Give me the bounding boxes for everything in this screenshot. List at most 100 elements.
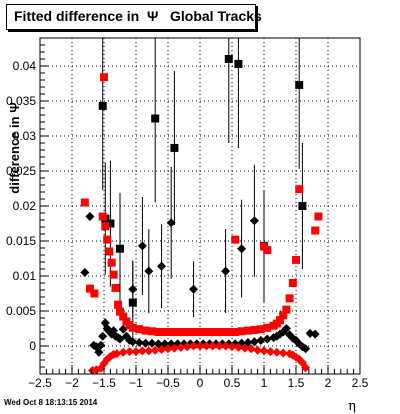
data-point (157, 345, 167, 354)
data-point (192, 328, 201, 336)
data-point (166, 218, 176, 228)
chart-title: Fitted difference in Ψ Global Tracks (14, 8, 262, 24)
chart-title-box: Fitted difference in Ψ Global Tracks (6, 4, 262, 30)
data-point (279, 311, 288, 320)
data-point (154, 328, 163, 336)
data-point (256, 325, 265, 334)
data-point (295, 80, 304, 89)
data-point (214, 341, 224, 351)
data-point (250, 325, 259, 334)
data-point (134, 338, 144, 347)
data-point (85, 212, 95, 221)
data-point (107, 258, 116, 267)
data-point (128, 298, 137, 307)
data-point (128, 323, 137, 332)
data-point (119, 312, 128, 321)
data-point (141, 338, 151, 348)
data-point (148, 327, 156, 336)
x-tick-label: 1 (261, 376, 268, 390)
data-point (237, 327, 246, 336)
timestamp-footer: Wed Oct 8 18:13:15 2014 (4, 398, 98, 407)
data-point (253, 345, 263, 355)
data-point (295, 185, 304, 194)
data-point (90, 289, 99, 298)
x-tick-label: 2.5 (352, 376, 369, 390)
data-point (262, 334, 272, 344)
data-point (276, 316, 284, 325)
data-point (116, 307, 124, 316)
data-point (311, 226, 320, 235)
data-point (249, 216, 259, 226)
x-tick-label: −1.5 (92, 376, 116, 390)
data-point (237, 244, 247, 254)
data-point (103, 235, 112, 244)
data-point (128, 337, 138, 347)
data-point (278, 348, 288, 358)
data-point (111, 283, 120, 292)
data-point (233, 342, 243, 352)
data-point (144, 346, 154, 356)
data-point (167, 328, 176, 336)
data-point (249, 337, 259, 347)
data-point (105, 247, 114, 256)
data-point (98, 101, 107, 110)
x-tick-label: −1 (129, 376, 143, 390)
data-point (186, 328, 195, 336)
x-tick-label: 1.5 (288, 376, 305, 390)
data-point (281, 324, 291, 333)
data-point (100, 73, 108, 82)
data-point (246, 344, 256, 354)
data-point (106, 219, 115, 228)
data-point (98, 331, 108, 341)
data-point (201, 341, 211, 351)
data-point (176, 342, 186, 352)
data-point (157, 261, 167, 271)
data-point (80, 268, 90, 277)
data-point (182, 342, 192, 352)
data-point (259, 346, 269, 356)
x-tick-label: −0.5 (156, 376, 180, 390)
data-point (112, 349, 122, 359)
data-point (150, 345, 160, 355)
data-point (195, 341, 205, 351)
data-point (180, 328, 188, 336)
data-point (135, 325, 144, 334)
y-tick-label: 0.025 (6, 164, 36, 178)
y-tick-label: 0.01 (13, 269, 37, 283)
y-axis-label: difference in Ψ (7, 102, 22, 193)
data-point (231, 235, 240, 244)
data-point (234, 59, 243, 68)
data-point (208, 341, 218, 351)
y-tick-label: 0 (29, 339, 36, 353)
data-point (272, 347, 282, 357)
data-point (128, 284, 138, 294)
y-tick-label: 0.005 (6, 304, 36, 318)
x-tick-label: −2 (65, 376, 79, 390)
data-point (285, 294, 294, 303)
data-markers (80, 55, 323, 375)
data-point (292, 255, 300, 264)
data-point (301, 363, 311, 373)
data-point (265, 347, 275, 357)
data-point (160, 328, 169, 336)
data-point (163, 344, 173, 354)
data-point (94, 347, 104, 357)
data-point (301, 344, 311, 354)
x-tick-label: 0 (197, 376, 204, 390)
data-point (199, 328, 208, 336)
x-axis-label: η (348, 399, 356, 414)
data-point (244, 326, 252, 335)
data-point (218, 328, 227, 336)
data-point (137, 241, 147, 251)
data-point (314, 212, 323, 221)
data-point (189, 284, 199, 294)
data-point (282, 305, 291, 314)
data-point (221, 341, 231, 351)
y-tick-label: 0.04 (13, 59, 37, 73)
x-tick-label: 0.5 (224, 376, 241, 390)
data-point (131, 347, 141, 357)
data-point (109, 270, 118, 279)
data-point (298, 202, 307, 210)
data-point (147, 338, 157, 348)
